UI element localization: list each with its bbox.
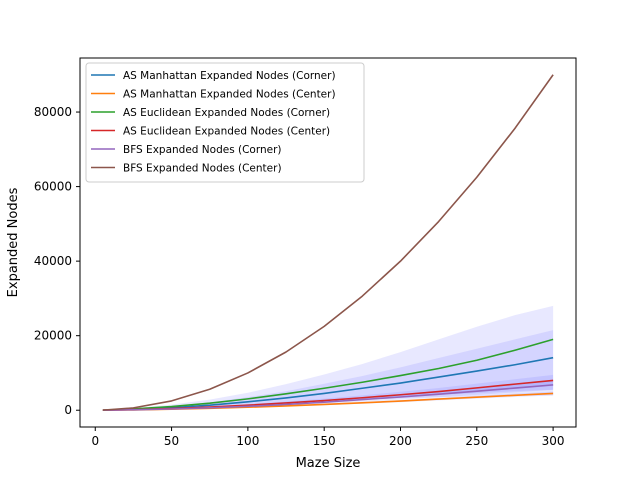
- y-tick-label: 40000: [34, 254, 72, 268]
- y-tick-label: 60000: [34, 180, 72, 194]
- x-tick-label: 300: [542, 434, 565, 448]
- legend-label-1: AS Manhattan Expanded Nodes (Corner): [123, 70, 336, 82]
- confidence-band-3: [102, 305, 554, 411]
- x-axis-label: Maze Size: [296, 456, 361, 471]
- confidence-band-1: [102, 330, 554, 411]
- x-tick-label: 50: [164, 434, 179, 448]
- series-line-6: [102, 74, 554, 411]
- series-line-5: [102, 384, 554, 411]
- x-tick-label: 100: [236, 434, 259, 448]
- legend-label-5: BFS Expanded Nodes (Corner): [123, 144, 282, 156]
- series-line-1: [102, 356, 554, 411]
- legend-label-6: BFS Expanded Nodes (Center): [123, 163, 282, 175]
- x-tick-label: 200: [389, 434, 412, 448]
- y-tick-label: 0: [64, 403, 72, 417]
- y-tick-label: 80000: [34, 105, 72, 119]
- series-line-3: [102, 338, 554, 411]
- x-tick-label: 150: [313, 434, 336, 448]
- x-tick-label: 250: [465, 434, 488, 448]
- legend-box: [85, 62, 365, 183]
- legend-label-4: AS Euclidean Expanded Nodes (Center): [123, 126, 330, 138]
- plot-frame: [79, 57, 577, 428]
- series-lines: [102, 74, 554, 411]
- x-tick-label: 0: [91, 434, 99, 448]
- legend: AS Manhattan Expanded Nodes (Corner) AS M…: [85, 62, 365, 183]
- y-tick-label: 20000: [34, 329, 72, 343]
- x-axis-ticks: 0 50 100 150 200 250 300: [91, 427, 565, 448]
- y-axis-label: Expanded Nodes: [6, 187, 21, 297]
- y-axis-ticks: 0 20000 40000 60000 80000: [34, 105, 80, 417]
- legend-label-3: AS Euclidean Expanded Nodes (Corner): [123, 107, 330, 119]
- confidence-band-5: [102, 379, 554, 411]
- legend-label-2: AS Manhattan Expanded Nodes (Center): [123, 89, 336, 101]
